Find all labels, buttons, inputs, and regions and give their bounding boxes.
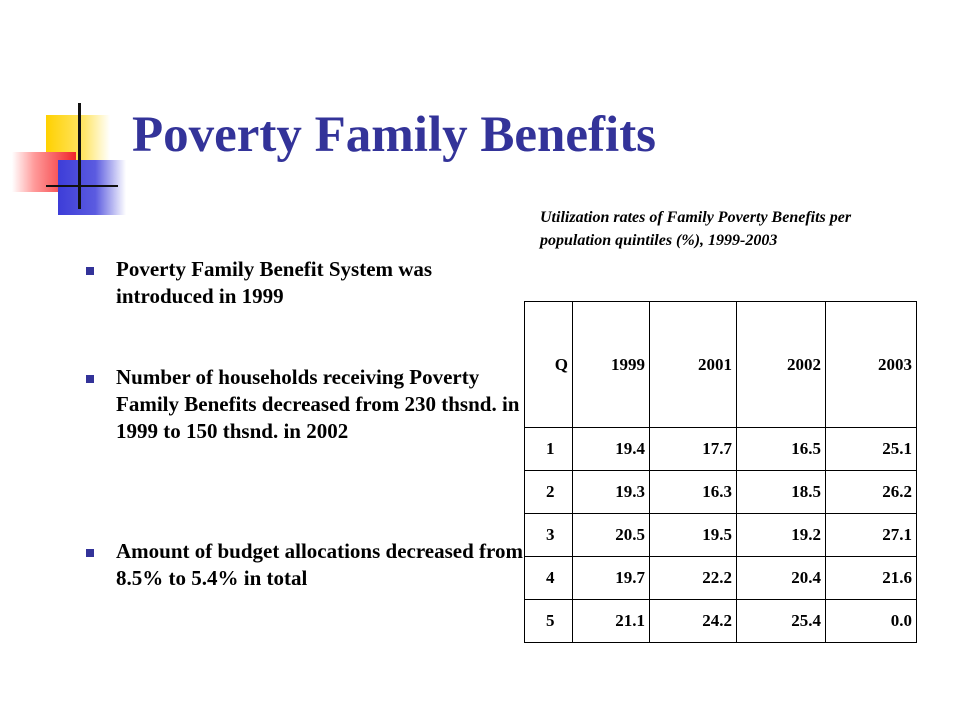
table-cell: 22.2 [649, 556, 737, 600]
table-row: 3 20.5 19.5 19.2 27.1 [524, 513, 917, 557]
table-cell: 27.1 [825, 513, 917, 557]
table-cell: 19.7 [572, 556, 650, 600]
table-caption: Utilization rates of Family Poverty Bene… [540, 209, 852, 249]
table-cell: 19.5 [649, 513, 737, 557]
header-cell: 1999 [572, 301, 650, 428]
table-cell: 0.0 [825, 599, 917, 643]
bullet-square-icon [86, 549, 94, 557]
table-cell: 2 [524, 470, 573, 514]
header-cell: 2001 [649, 301, 737, 428]
bullet-text: Amount of budget allocations decreased f… [116, 539, 523, 590]
table-cell: 18.5 [736, 470, 826, 514]
bullet-text: Poverty Family Benefit System was introd… [116, 257, 433, 308]
table-cell: 25.4 [736, 599, 826, 643]
table-cell: 20.4 [736, 556, 826, 600]
decor-blue-square [58, 160, 126, 215]
table-cell: 21.1 [572, 599, 650, 643]
header-cell: 2003 [825, 301, 917, 428]
bullet-square-icon [86, 267, 94, 275]
table-row: 5 21.1 24.2 25.4 0.0 [524, 599, 917, 643]
table-cell: 19.3 [572, 470, 650, 514]
table-cell: 16.5 [736, 427, 826, 471]
table-cell: 4 [524, 556, 573, 600]
slide-title: Poverty Family Benefits [132, 107, 657, 163]
table-cell: 3 [524, 513, 573, 557]
table-row: 1 19.4 17.7 16.5 25.1 [524, 427, 917, 471]
table-cell: 5 [524, 599, 573, 643]
header-cell: 2002 [736, 301, 826, 428]
bullet-text: Number of households receiving Poverty F… [116, 365, 520, 443]
decor-horizontal-line [46, 185, 118, 187]
table-cell: 25.1 [825, 427, 917, 471]
table-row: 4 19.7 22.2 20.4 21.6 [524, 556, 917, 600]
table-cell: 17.7 [649, 427, 737, 471]
table-row: 2 19.3 16.3 18.5 26.2 [524, 470, 917, 514]
table-cell: 24.2 [649, 599, 737, 643]
bullet-square-icon [86, 375, 94, 383]
table-cell: 19.4 [572, 427, 650, 471]
decor-vertical-line [78, 103, 81, 209]
table-cell: 19.2 [736, 513, 826, 557]
utilization-table: Q 1999 2001 2002 2003 1 19.4 17.7 16.5 2… [524, 301, 917, 643]
table-header-row: Q 1999 2001 2002 2003 [524, 301, 917, 428]
header-cell: Q [524, 301, 573, 428]
table-cell: 16.3 [649, 470, 737, 514]
table-cell: 20.5 [572, 513, 650, 557]
table-cell: 26.2 [825, 470, 917, 514]
table-cell: 1 [524, 427, 573, 471]
table-cell: 21.6 [825, 556, 917, 600]
